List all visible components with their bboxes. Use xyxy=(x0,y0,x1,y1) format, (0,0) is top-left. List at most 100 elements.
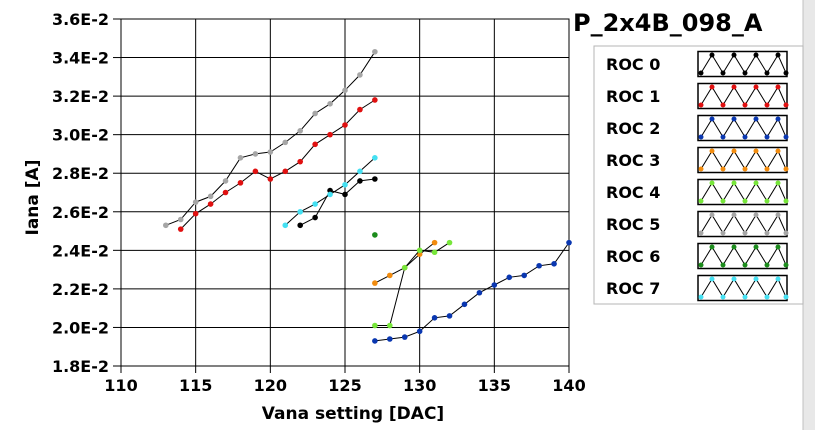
legend-swatch-marker-0-4 xyxy=(742,70,748,76)
legend-swatch-marker-3-3 xyxy=(731,148,737,154)
data-point-5-8 xyxy=(282,139,289,146)
legend-swatch-marker-7-5 xyxy=(753,276,759,282)
data-point-2-1 xyxy=(387,336,393,342)
data-point-2-4 xyxy=(431,315,438,321)
legend-swatch-marker-0-5 xyxy=(753,52,759,58)
data-point-3-0 xyxy=(372,280,378,286)
legend-swatch-marker-1-7 xyxy=(775,84,781,90)
data-point-5-5 xyxy=(237,155,244,161)
legend-swatch-marker-2-2 xyxy=(720,134,726,140)
legend-swatch-1 xyxy=(697,82,789,110)
series-7 xyxy=(282,155,378,229)
series-1 xyxy=(177,97,378,232)
series-6 xyxy=(372,232,378,238)
legend-swatch-marker-1-8 xyxy=(783,102,789,108)
legend-swatch-marker-1-3 xyxy=(731,84,737,90)
data-point-4-5 xyxy=(446,239,453,246)
legend-swatch-marker-0-6 xyxy=(764,70,770,76)
data-point-0-0 xyxy=(297,222,304,229)
legend-swatch-marker-7-0 xyxy=(698,294,704,300)
data-point-3-3 xyxy=(416,251,423,257)
data-point-4-3 xyxy=(416,247,423,254)
y-tick-label-8: 3.4E-2 xyxy=(52,49,109,68)
data-point-2-3 xyxy=(416,328,423,335)
data-point-0-4 xyxy=(357,178,363,184)
legend-swatch-marker-6-0 xyxy=(698,262,704,268)
data-point-7-3 xyxy=(327,191,333,198)
legend-swatch-marker-5-7 xyxy=(775,212,781,218)
legend-swatch-marker-7-8 xyxy=(783,294,789,300)
data-point-5-6 xyxy=(252,151,259,157)
data-point-0-5 xyxy=(372,176,378,182)
data-point-1-0 xyxy=(177,226,184,232)
data-point-0-2 xyxy=(327,187,333,194)
data-point-2-0 xyxy=(372,338,378,344)
legend-swatch-marker-2-1 xyxy=(709,116,715,122)
legend-swatch-marker-5-2 xyxy=(720,230,726,236)
x-tick-label-3: 125 xyxy=(328,376,361,395)
legend-swatch-marker-3-8 xyxy=(783,166,789,172)
x-tick-label-0: 110 xyxy=(104,376,137,395)
legend-swatch-marker-1-6 xyxy=(764,102,770,108)
x-tick-label-4: 130 xyxy=(403,376,436,395)
legend-swatch-marker-7-3 xyxy=(731,276,737,282)
data-point-4-0 xyxy=(372,322,378,329)
y-tick-label-1: 2.0E-2 xyxy=(52,318,109,337)
data-point-1-8 xyxy=(297,158,304,165)
y-tick-label-0: 1.8E-2 xyxy=(52,357,109,376)
legend-swatch-marker-5-5 xyxy=(753,212,759,218)
data-point-5-1 xyxy=(177,216,184,223)
legend-swatch-marker-6-1 xyxy=(709,244,715,250)
data-point-7-5 xyxy=(357,168,363,175)
legend-label-6: ROC 6 xyxy=(606,247,660,266)
legend-swatch-marker-2-6 xyxy=(764,134,770,140)
data-point-5-14 xyxy=(372,48,378,55)
data-point-5-0 xyxy=(163,222,169,229)
legend-swatch-marker-3-7 xyxy=(775,148,781,154)
data-point-1-12 xyxy=(357,106,363,113)
data-point-5-12 xyxy=(342,87,348,94)
data-point-2-7 xyxy=(476,289,483,296)
legend-swatch-marker-7-2 xyxy=(720,294,726,300)
data-point-3-1 xyxy=(387,272,393,279)
data-point-7-1 xyxy=(297,208,304,215)
data-point-5-10 xyxy=(312,110,318,117)
data-point-2-12 xyxy=(551,261,557,267)
legend-swatch-marker-5-3 xyxy=(731,212,737,218)
legend-swatch-marker-5-1 xyxy=(709,212,715,218)
legend-label-7: ROC 7 xyxy=(606,279,660,298)
data-point-7-0 xyxy=(282,222,289,229)
legend-label-5: ROC 5 xyxy=(606,215,660,234)
legend-swatch-marker-3-5 xyxy=(753,148,759,154)
legend-swatch-marker-6-3 xyxy=(731,244,737,250)
series-5 xyxy=(163,48,378,229)
legend-swatch-4 xyxy=(697,178,789,206)
legend-swatch-marker-0-3 xyxy=(731,52,737,58)
legend-swatch-marker-7-6 xyxy=(764,294,770,300)
y-tick-label-2: 2.2E-2 xyxy=(52,280,109,299)
chart-title: P_2x4B_098_A xyxy=(573,9,763,37)
legend-swatch-marker-3-1 xyxy=(709,148,715,154)
legend-swatch-marker-6-8 xyxy=(783,262,789,268)
data-point-1-13 xyxy=(372,97,378,103)
legend-swatch-6 xyxy=(697,242,789,270)
legend-swatch-marker-1-2 xyxy=(720,102,726,108)
legend-swatch-3 xyxy=(697,146,789,174)
y-tick-label-9: 3.6E-2 xyxy=(52,10,109,29)
legend-swatch-marker-4-4 xyxy=(742,198,748,204)
legend-swatch-marker-6-7 xyxy=(775,244,781,250)
window-frame-right xyxy=(803,0,815,430)
data-point-2-11 xyxy=(536,262,542,269)
data-point-0-3 xyxy=(342,191,348,198)
legend-swatch-7 xyxy=(697,274,789,302)
legend-label-1: ROC 1 xyxy=(606,87,660,106)
data-point-1-11 xyxy=(342,122,348,128)
legend-swatch-marker-0-0 xyxy=(698,70,704,76)
data-point-2-9 xyxy=(506,274,513,281)
legend-swatch-marker-0-8 xyxy=(783,70,789,76)
legend-label-0: ROC 0 xyxy=(606,55,660,74)
legend-swatch-marker-7-7 xyxy=(775,276,781,282)
legend-label-3: ROC 3 xyxy=(606,151,660,170)
